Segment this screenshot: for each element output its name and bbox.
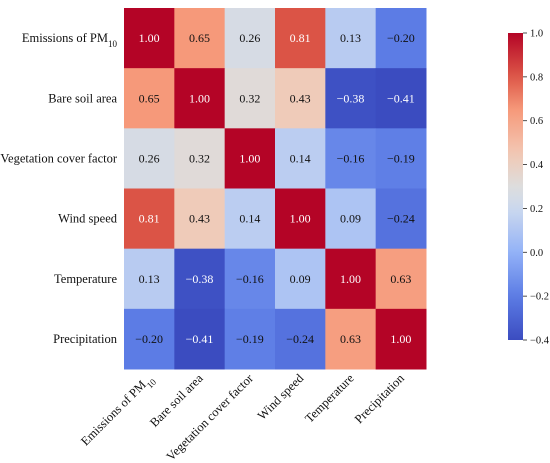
heatmap-cell [224,308,276,370]
heatmap-cell-value: −0.19 [236,332,264,346]
colorbar-tick-label: 0.0 [530,248,543,259]
heatmap-cell-value: 1.00 [239,151,260,165]
heatmap-cell [275,68,326,129]
heatmap-cell-value: 0.13 [139,272,160,286]
heatmap-cell [375,68,427,129]
heatmap-cell [174,308,226,370]
heatmap-cell [375,8,427,69]
heatmap-cell [224,248,276,310]
heatmap-cell [124,188,175,250]
colorbar-ticks: 1.0 0.8 0.6 0.4 0.2 0.0 −0.2 −0.4 [523,29,550,347]
heatmap-cell [325,308,377,370]
colorbar-tick-label: −0.2 [530,292,549,303]
heatmap-cell-value: −0.41 [387,91,415,105]
heatmap-cell-value: −0.24 [286,332,314,346]
row-label: Precipitation [53,332,118,346]
heatmap-cell-value: −0.20 [135,332,163,346]
heatmap-cell [275,8,326,69]
colorbar-tick-label: 0.4 [530,160,544,171]
heatmap-cell [375,188,427,250]
heatmap-cell-value: −0.20 [387,31,415,45]
heatmap-cell-value: −0.16 [236,272,264,286]
colorbar-tick-label: −0.4 [530,336,550,347]
heatmap-cell [325,188,377,250]
colorbar-tick-label: 0.6 [530,116,543,127]
colorbar-tick-label: 0.8 [530,72,543,83]
heatmap-cell [174,188,226,250]
heatmap-cell-value: 0.43 [290,91,311,105]
heatmap-cell [275,248,326,310]
heatmap-cell [224,188,276,250]
heatmap-cell [325,248,377,310]
heatmap-cell-value: 0.65 [189,31,210,45]
colorbar-tick-label: 1.0 [530,29,543,40]
row-label: Bare soil area [48,91,117,105]
heatmap-cell-value: −0.19 [387,151,415,165]
column-label: Emissions of PM10 [78,371,158,451]
heatmap-cell [375,128,427,189]
heatmap-cell [174,248,226,310]
heatmap-cells [124,8,427,370]
heatmap-cell-value: 0.81 [290,31,311,45]
heatmap-cell-value: 0.63 [340,332,361,346]
heatmap-cell-value: 0.13 [340,31,361,45]
heatmap-cell [174,8,226,69]
heatmap-cell-value: −0.16 [337,151,365,165]
heatmap-cell [325,128,377,189]
heatmap-cell-value: 0.63 [390,272,411,286]
heatmap-cell-value: −0.38 [337,91,365,105]
heatmap-cell [124,68,175,129]
row-labels: Emissions of PM10 Bare soil area Vegetatio… [0,31,117,346]
heatmap-cell-value: 1.00 [340,272,361,286]
heatmap-cell [375,308,427,370]
heatmap-cell [375,248,427,310]
heatmap-cell-value: 0.09 [290,272,311,286]
heatmap-cell [124,248,175,310]
heatmap-cell-value: −0.38 [186,272,214,286]
heatmap-value-labels: 1.00 0.65 0.26 0.81 0.13 −0.20 0.65 1.00 0.32 0.4… [135,31,414,346]
heatmap-cell [275,308,326,370]
colorbar-gradient [508,33,523,340]
heatmap-cell-value: −0.24 [387,212,415,226]
heatmap-cell [325,8,377,69]
heatmap-cell [325,68,377,129]
heatmap-cell [124,8,175,69]
heatmap-cell [224,8,276,69]
heatmap-cell-value: 1.00 [290,212,311,226]
heatmap-cell [124,308,175,370]
heatmap-cell-value: 0.26 [239,31,260,45]
heatmap-cell-value: 0.32 [189,151,210,165]
heatmap-cell [224,68,276,129]
heatmap-cell [275,188,326,250]
heatmap-cell-value: 1.00 [390,332,411,346]
heatmap-cell-value: 0.14 [290,151,311,165]
column-label: Vegetation cover factor [164,371,257,463]
row-label: Vegetation cover factor [0,151,117,165]
row-label: Emissions of PM10 [22,31,118,49]
heatmap-cell-value: 0.32 [239,91,260,105]
column-label: Precipitation [352,371,408,427]
column-label: Temperature [302,371,357,426]
column-label: Wind speed [255,371,307,423]
heatmap-cell-value: 0.26 [139,151,160,165]
row-label: Temperature [54,272,117,286]
heatmap-cell-value: 0.14 [239,212,260,226]
heatmap-cell-value: 1.00 [139,31,160,45]
heatmap-cell-value: −0.41 [186,332,214,346]
heatmap-cell [174,128,226,189]
heatmap-cell-value: 0.81 [139,212,160,226]
heatmap-cell-value: 0.09 [340,212,361,226]
colorbar: 1.0 0.8 0.6 0.4 0.2 0.0 −0.2 −0.4 [508,29,550,347]
heatmap-cell [174,68,226,129]
row-label: Wind speed [58,212,118,226]
heatmap-cell-value: 0.65 [139,91,160,105]
colorbar-tick-label: 0.2 [530,204,543,215]
heatmap-cell [224,128,276,189]
heatmap-cell-value: 0.43 [189,212,210,226]
heatmap-cell-value: 1.00 [189,91,210,105]
heatmap-cell [275,128,326,189]
heatmap-cell [124,128,175,189]
